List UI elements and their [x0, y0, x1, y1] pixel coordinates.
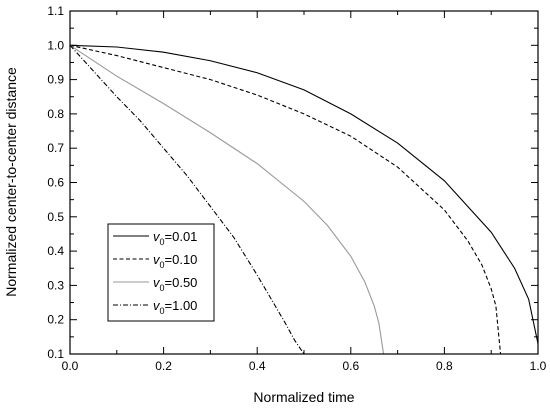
y-tick-label: 0.4: [47, 244, 64, 258]
series-line-3: [69, 44, 385, 355]
x-tick-label: 1.0: [530, 359, 547, 373]
x-tick-label: 0.6: [342, 359, 359, 373]
y-tick-label: 0.5: [47, 210, 64, 224]
x-tick-label: 0.4: [249, 359, 266, 373]
legend-label-2: v0=0.10: [153, 252, 197, 270]
y-axis-title: Normalized center-to-center distance: [3, 67, 19, 297]
y-tick-label: 0.3: [47, 278, 64, 292]
plot-frame: [69, 10, 539, 355]
series-line-1: [69, 44, 539, 344]
y-tick-label: 0.1: [47, 347, 64, 361]
legend-label-4: v0=1.00: [153, 298, 197, 316]
x-tick-label: 0.8: [436, 359, 453, 373]
legend: v0=0.01 v0=0.10 v0=0.50 v0=1.00: [107, 223, 215, 322]
x-tick-label: 0.2: [155, 359, 172, 373]
y-tick-label: 1.0: [47, 38, 64, 52]
y-tick-label: 0.2: [47, 313, 64, 327]
minor-ticks: [70, 11, 538, 354]
y-tick-label: 1.1: [47, 4, 64, 18]
series-group: [69, 44, 539, 355]
legend-label-3: v0=0.50: [153, 275, 197, 293]
series-line-4: [69, 44, 305, 355]
x-axis-title: Normalized time: [253, 389, 354, 405]
tick-labels: 0.0 0.2 0.4 0.6 0.8 1.0 0.1 0.2 0.3 0.4 0.5 0.6 0.7 0…: [47, 4, 546, 373]
series-line-2: [69, 44, 502, 355]
y-tick-label: 0.7: [47, 141, 64, 155]
y-tick-label: 0.9: [47, 73, 64, 87]
legend-label-1: v0=0.01: [153, 229, 197, 247]
y-tick-label: 0.8: [47, 107, 64, 121]
x-tick-label: 0.0: [62, 359, 79, 373]
y-tick-label: 0.6: [47, 176, 64, 190]
